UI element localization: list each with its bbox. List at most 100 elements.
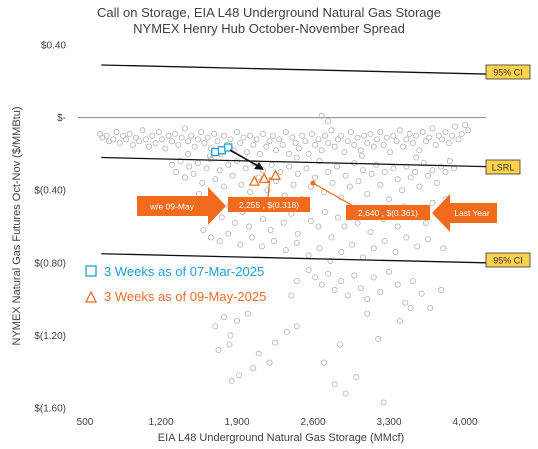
history-point [271, 339, 278, 346]
history-point [195, 190, 202, 197]
history-point [204, 134, 211, 141]
history-point [260, 216, 267, 223]
history-point [435, 132, 442, 139]
history-point [427, 305, 434, 312]
history-point [334, 136, 341, 143]
history-point [349, 241, 356, 248]
history-point [455, 136, 462, 143]
history-point [181, 174, 188, 181]
history-point [448, 132, 455, 139]
legend-square-icon [85, 265, 97, 277]
history-point [370, 143, 377, 150]
history-point [321, 132, 328, 139]
history-point [201, 140, 208, 147]
history-point [308, 130, 315, 137]
history-point [312, 174, 319, 181]
history-point [344, 138, 351, 145]
history-point [178, 134, 185, 141]
y-tick-label: $0.40 [41, 41, 66, 52]
history-point [264, 187, 271, 194]
history-point [351, 141, 358, 148]
history-point [253, 136, 260, 143]
history-point [416, 183, 423, 190]
history-point [233, 129, 240, 136]
history-point [318, 147, 325, 154]
history-point [409, 277, 416, 284]
history-point [152, 140, 159, 147]
y-axis-title: NYMEX Natural Gas Futures Oct-Nov ($/MMB… [11, 107, 23, 346]
history-point [227, 332, 234, 339]
history-point [286, 150, 293, 157]
history-point [110, 136, 117, 143]
history-point [338, 277, 345, 284]
history-point [293, 323, 300, 330]
history-point [188, 132, 195, 139]
history-point [328, 234, 335, 241]
history-point [439, 136, 446, 143]
ci-lower-text: 95% CI [493, 256, 523, 266]
history-point [214, 138, 221, 145]
history-point [440, 245, 447, 252]
history-point [240, 134, 247, 141]
history-point [238, 181, 245, 188]
history-point [359, 254, 366, 261]
history-point [216, 167, 223, 174]
history-point [377, 181, 384, 188]
history-point [250, 141, 257, 148]
may-point [258, 172, 270, 184]
mar-point [224, 143, 233, 152]
history-point [305, 267, 312, 274]
history-point [353, 374, 360, 381]
lsrl-text: LSRL [492, 163, 515, 173]
history-point [331, 381, 338, 388]
history-point [338, 132, 345, 139]
history-point [212, 176, 219, 183]
history-point [194, 159, 201, 166]
x-tick-label: 3,300 [376, 417, 401, 428]
history-point [315, 136, 322, 143]
history-point [413, 154, 420, 161]
history-point [260, 167, 267, 174]
history-point [412, 169, 419, 176]
history-point [220, 314, 227, 321]
lsrl-line [101, 156, 487, 168]
history-point [255, 174, 262, 181]
history-point [294, 230, 301, 237]
series-may-2025 [248, 169, 282, 186]
history-points [97, 112, 472, 406]
history-point [375, 336, 382, 343]
history-point [162, 145, 169, 152]
history-point [172, 130, 179, 137]
ci-lower-line [101, 253, 487, 264]
history-point [416, 147, 423, 154]
history-point [269, 132, 276, 139]
ci-upper-line [101, 64, 487, 75]
history-point [329, 179, 336, 186]
history-point [218, 214, 225, 221]
history-point [277, 169, 284, 176]
shift-arrow [229, 149, 264, 170]
history-point [396, 317, 403, 324]
history-point [381, 238, 388, 245]
history-point [266, 138, 273, 145]
history-point [175, 141, 182, 148]
history-point [268, 161, 275, 168]
history-point [305, 252, 312, 259]
history-point [299, 132, 306, 139]
history-point [331, 287, 338, 294]
history-point [250, 365, 257, 372]
history-point [190, 170, 197, 177]
history-point [433, 179, 440, 186]
history-point [225, 230, 232, 237]
history-point [305, 150, 312, 157]
last-year-value-text: 2,640 , $(0.361) [358, 208, 418, 218]
history-point [212, 323, 219, 330]
history-point [318, 281, 325, 288]
history-point [357, 285, 364, 292]
history-point [429, 125, 436, 132]
history-point [226, 341, 233, 348]
history-point [328, 127, 335, 134]
history-point [286, 163, 293, 170]
history-point [244, 310, 251, 317]
history-point [364, 296, 371, 303]
